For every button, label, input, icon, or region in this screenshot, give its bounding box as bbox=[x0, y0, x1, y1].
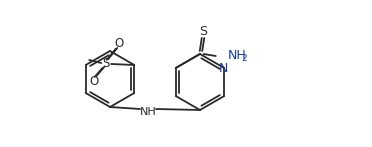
Text: S: S bbox=[199, 25, 207, 37]
Text: NH: NH bbox=[140, 107, 156, 117]
Text: O: O bbox=[90, 75, 99, 87]
Text: NH: NH bbox=[228, 49, 247, 61]
Text: S: S bbox=[103, 56, 110, 70]
Text: N: N bbox=[219, 61, 228, 75]
Text: 2: 2 bbox=[242, 54, 247, 62]
Text: O: O bbox=[115, 36, 124, 50]
